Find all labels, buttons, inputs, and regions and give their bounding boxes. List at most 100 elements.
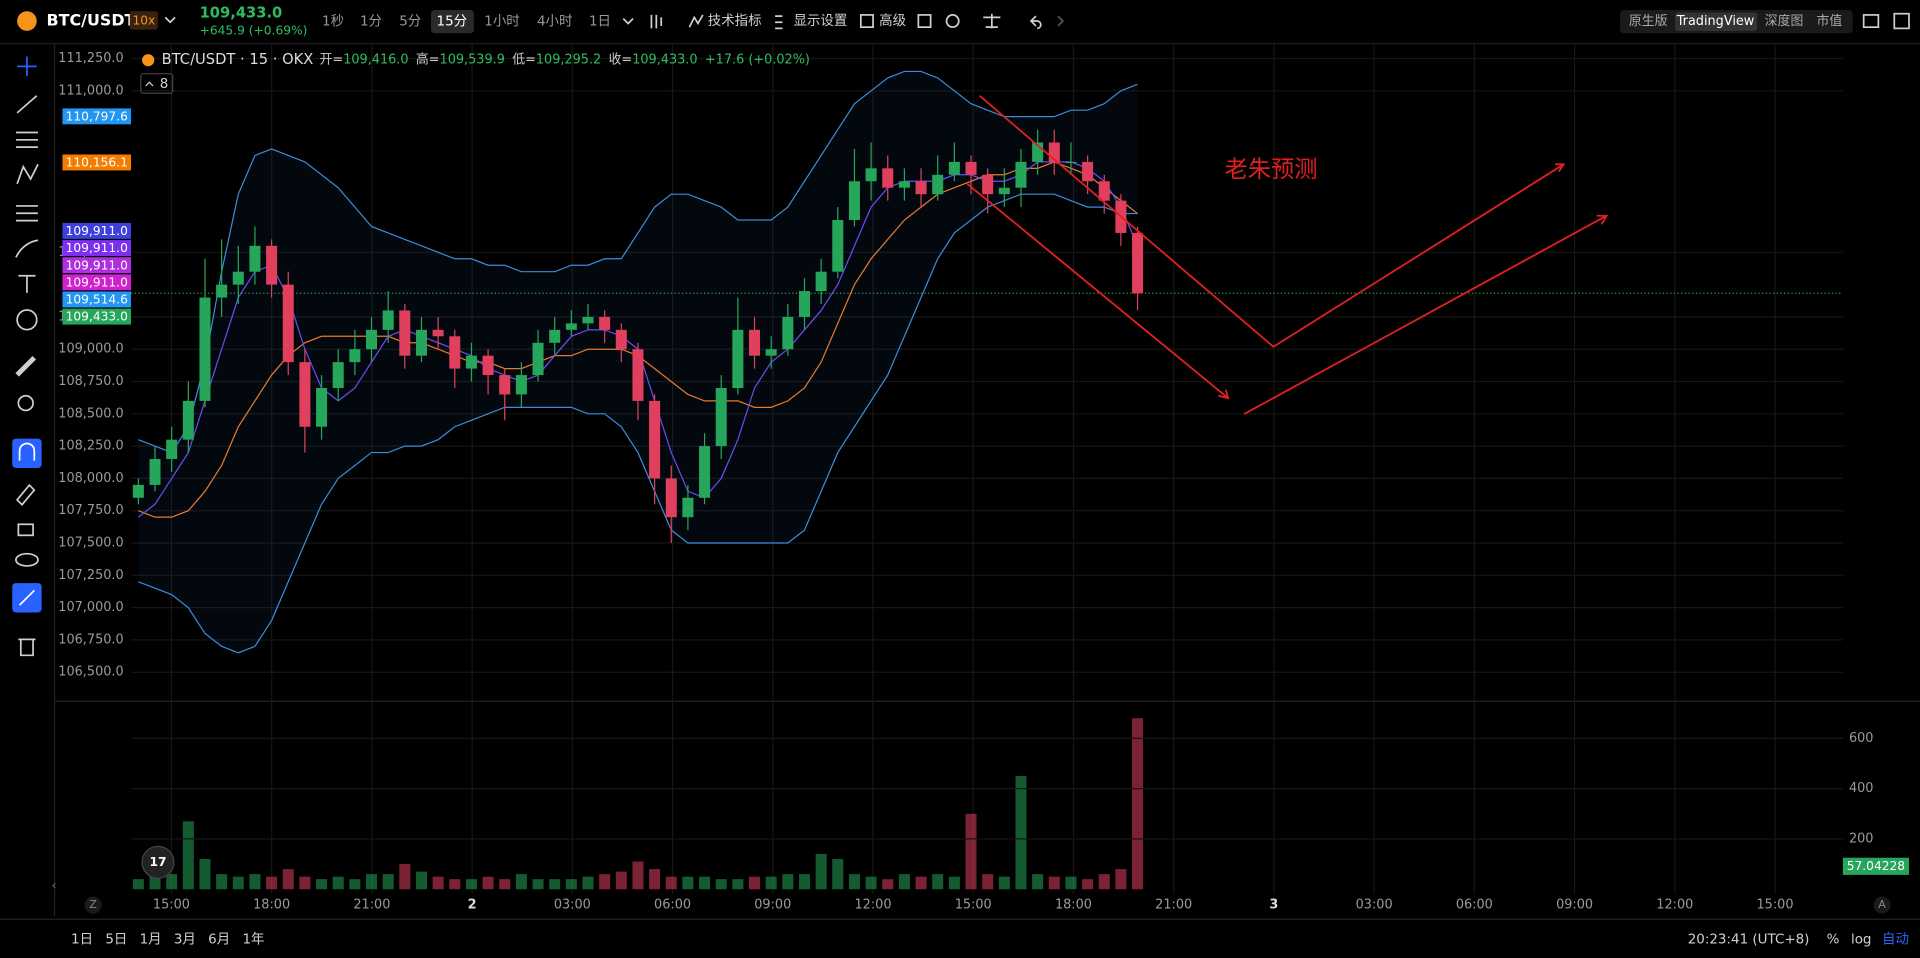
- volume-bar: [948, 876, 960, 890]
- toolbar-item[interactable]: 显示设置: [793, 13, 847, 29]
- crosshair-tool[interactable]: [17, 56, 37, 77]
- interval[interactable]: 1分: [360, 14, 382, 30]
- candle-body: [1032, 142, 1044, 162]
- range-option[interactable]: 6月: [208, 932, 230, 947]
- compare-icon[interactable]: [983, 13, 1001, 29]
- indicator-line: [138, 70, 1138, 454]
- price: 109,433.0: [200, 5, 283, 22]
- range-option[interactable]: 5日: [105, 932, 127, 947]
- plot: 111,250.0111,000.0109,750.0109,250.0109,…: [58, 44, 1909, 913]
- y-tick-label: 107,500.0: [58, 536, 123, 551]
- x-tick-label: 09:00: [754, 898, 791, 913]
- interval[interactable]: 15分: [437, 14, 468, 30]
- volume-bar: [1115, 869, 1127, 890]
- scale-button[interactable]: [84, 896, 102, 914]
- x-tick-label: 18:00: [1055, 898, 1092, 913]
- interval-active: [431, 10, 474, 34]
- y-tick-label: 111,000.0: [58, 83, 123, 98]
- lock-tool[interactable]: [17, 523, 34, 537]
- x-tick-label: 12:00: [854, 898, 891, 913]
- view-option[interactable]: 市值: [1817, 13, 1843, 29]
- candle-body: [749, 329, 761, 356]
- indicator-icon[interactable]: [688, 14, 704, 28]
- collapse-arrow[interactable]: ‹: [51, 879, 56, 894]
- ohlc-change: +17.6 (+0.02%): [705, 53, 810, 68]
- advanced-icon[interactable]: [859, 14, 874, 29]
- volume-bar: [732, 879, 744, 890]
- interval[interactable]: 4小时: [537, 14, 572, 30]
- volume-bar: [865, 876, 877, 890]
- text-tool[interactable]: [18, 274, 36, 293]
- emoji-tool[interactable]: [16, 309, 38, 331]
- log-toggle[interactable]: log: [1851, 932, 1872, 947]
- interval[interactable]: 1小时: [484, 14, 519, 30]
- y-tick-label: 107,250.0: [58, 568, 123, 583]
- channel-tool[interactable]: [15, 131, 38, 149]
- price-label-badge: [62, 291, 132, 308]
- range-option[interactable]: 1年: [242, 931, 264, 947]
- volume-bar: [382, 874, 394, 890]
- ruler-tool[interactable]: [15, 356, 37, 377]
- volume-bar: [582, 876, 594, 890]
- auto-toggle[interactable]: 自动: [1882, 931, 1909, 947]
- candle-body: [299, 362, 311, 427]
- price-label: 109,911.0: [66, 275, 128, 289]
- toolbar-item[interactable]: 技术指标: [708, 13, 762, 29]
- scale-button-label[interactable]: A: [1878, 898, 1886, 911]
- screenshot-icon[interactable]: [917, 14, 932, 29]
- volume-bar: [549, 879, 561, 890]
- volume-bar: [182, 821, 194, 890]
- candle-body: [382, 310, 394, 330]
- candle-body: [815, 271, 827, 292]
- range-option[interactable]: 1月: [140, 932, 162, 947]
- volume-bar: [765, 876, 777, 890]
- dropdown[interactable]: [164, 16, 176, 24]
- x-tick-label: 21:00: [353, 898, 390, 913]
- interval[interactable]: 1秒: [322, 14, 344, 30]
- line-tool[interactable]: [16, 95, 38, 114]
- zoom-tool[interactable]: [17, 394, 34, 412]
- brush-tool[interactable]: [15, 239, 39, 258]
- fib-tool[interactable]: [15, 205, 38, 222]
- view-option[interactable]: TradingView: [1676, 14, 1755, 29]
- fullscreen-icon[interactable]: [1893, 12, 1910, 30]
- ohlc-value: 109,416.0: [343, 53, 408, 68]
- indicator-count[interactable]: 8: [160, 77, 169, 92]
- candle-body: [515, 375, 527, 395]
- interval[interactable]: 5分: [399, 14, 421, 30]
- candle-type-icon[interactable]: [650, 14, 663, 29]
- layout-icon[interactable]: [1862, 14, 1880, 29]
- delete-tool[interactable]: [18, 638, 36, 657]
- price-label: 109,433.0: [66, 310, 128, 324]
- volume-bar: [749, 876, 761, 890]
- price-label: 110,797.6: [66, 109, 128, 123]
- undo-icon[interactable]: [1029, 15, 1042, 30]
- gear-icon[interactable]: [945, 14, 960, 29]
- price-label-badge: [62, 240, 132, 257]
- legend-icon: [142, 54, 155, 67]
- leverage-badge: [129, 11, 158, 30]
- scale-button-label[interactable]: Z: [89, 898, 97, 911]
- dropdown[interactable]: [622, 17, 634, 25]
- visibility-tool[interactable]: [15, 552, 39, 567]
- range-option[interactable]: 3月: [174, 932, 196, 947]
- pattern-tool[interactable]: [16, 163, 39, 185]
- indicator-chevron[interactable]: [145, 81, 154, 87]
- volume-bar: [898, 874, 910, 890]
- pencil-tool[interactable]: [15, 483, 36, 506]
- view-option[interactable]: 深度图: [1765, 13, 1804, 29]
- range-option[interactable]: 1日: [71, 932, 93, 947]
- view-option[interactable]: 原生版: [1629, 14, 1668, 29]
- toolbar-item[interactable]: 高级: [879, 12, 906, 29]
- indicator-toggle[interactable]: [140, 73, 174, 94]
- candle-body: [432, 329, 444, 337]
- volume-bar: [482, 876, 494, 890]
- symbol[interactable]: BTC/USDT: [47, 11, 136, 30]
- percent-toggle[interactable]: %: [1827, 932, 1840, 947]
- volume-bar: [782, 874, 794, 890]
- scale-button[interactable]: [1873, 896, 1891, 914]
- settings-icon[interactable]: [775, 15, 783, 30]
- interval[interactable]: 1日: [589, 15, 611, 30]
- redo-icon[interactable]: [1057, 15, 1065, 27]
- candle-body: [682, 497, 694, 518]
